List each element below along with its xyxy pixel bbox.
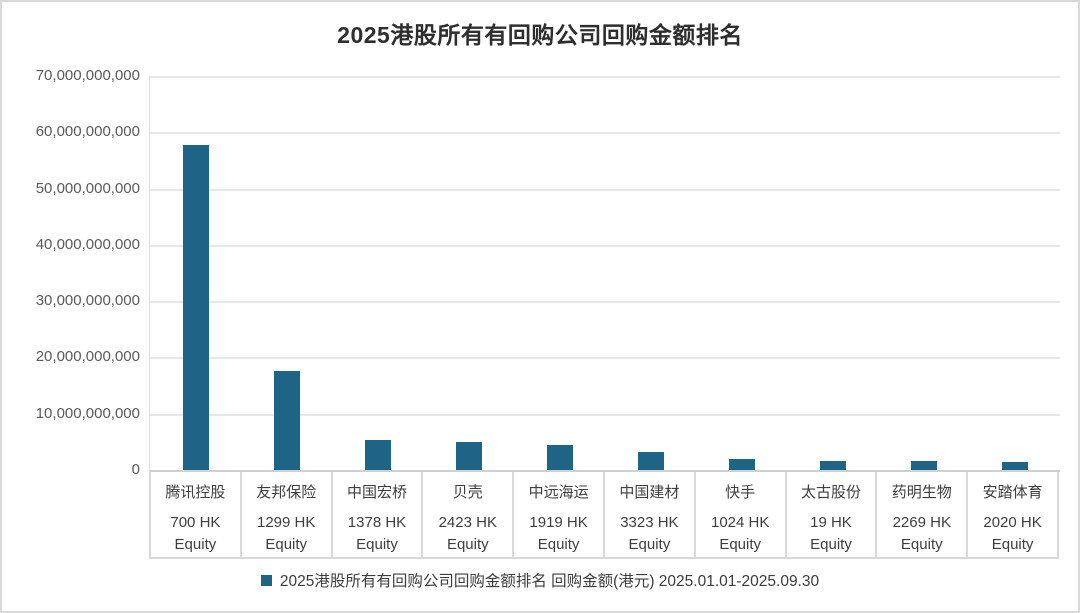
category-ticker-suffix: Equity <box>265 536 308 553</box>
category-name: 中远海运 <box>528 484 589 501</box>
category-ticker-suffix: Equity <box>900 536 943 553</box>
gridline <box>150 301 1060 304</box>
bar-6 <box>728 459 755 470</box>
y-tick-label: 0 <box>131 461 140 478</box>
legend-swatch-icon <box>260 574 272 586</box>
gridline <box>150 244 1060 247</box>
category-ticker-code: 1919 HK <box>529 514 588 531</box>
category-ticker-suffix: Equity <box>356 536 398 553</box>
category-name: 快手 <box>725 484 756 501</box>
category-ticker-code: 1299 HK <box>257 514 316 531</box>
gridline <box>150 413 1060 416</box>
chart-title: 2025港股所有有回购公司回购金额排名 <box>337 22 743 48</box>
category-name: 安踏体育 <box>982 484 1043 501</box>
y-tick-label: 50,000,000,000 <box>35 179 140 197</box>
category-cell-9: 安踏体育 2020 HK Equity <box>966 472 1057 557</box>
legend: 2025港股所有有回购公司回购金额排名 回购金额(港元) 2025.01.01-… <box>2 569 1078 591</box>
category-name: 药明生物 <box>891 484 952 501</box>
category-cell-2: 中国宏桥 1378 HK Equity <box>330 472 422 557</box>
x-axis-labels: 腾讯控股 700 HK Equity 友邦保险 1299 HK Equity 中国宏桥 137… <box>149 472 1059 559</box>
gridline <box>150 188 1060 191</box>
bar-9 <box>1001 461 1028 470</box>
category-ticker-code: 1024 HK <box>710 514 770 531</box>
y-tick-label: 70,000,000,000 <box>35 67 140 84</box>
category-cell-5: 中国建材 3323 HK Equity <box>602 472 694 557</box>
bar-3 <box>455 441 482 470</box>
gridline <box>150 76 1060 78</box>
y-tick-label: 30,000,000,000 <box>35 292 140 310</box>
category-cell-6: 快手 1024 HK Equity <box>693 472 785 557</box>
category-cell-3: 贝壳 2423 HK Equity <box>421 472 512 557</box>
category-ticker-suffix: Equity <box>174 536 217 553</box>
category-ticker-suffix: Equity <box>810 536 852 553</box>
category-name: 友邦保险 <box>256 484 317 501</box>
category-ticker-suffix: Equity <box>991 536 1034 553</box>
y-tick-label: 10,000,000,000 <box>35 404 140 422</box>
category-ticker-code: 3323 HK <box>620 514 679 531</box>
y-tick-label: 40,000,000,000 <box>35 235 140 253</box>
category-cell-0: 腾讯控股 700 HK Equity <box>149 472 240 557</box>
bar-2 <box>364 440 391 470</box>
category-cell-1: 友邦保险 1299 HK Equity <box>239 472 331 557</box>
category-ticker-suffix: Equity <box>719 536 762 553</box>
category-name: 腾讯控股 <box>165 484 226 501</box>
category-name: 太古股份 <box>800 484 861 501</box>
y-tick-label: 60,000,000,000 <box>35 123 140 141</box>
category-ticker-suffix: Equity <box>628 536 671 553</box>
gridline <box>150 357 1060 360</box>
bar-5 <box>637 452 664 470</box>
category-ticker-suffix: Equity <box>537 536 580 553</box>
category-name: 中国建材 <box>619 484 680 501</box>
category-ticker-code: 19 HK <box>810 514 852 531</box>
category-cell-4: 中远海运 1919 HK Equity <box>512 472 603 557</box>
bar-0 <box>182 145 209 470</box>
plot-area <box>149 76 1060 472</box>
bar-7 <box>819 460 846 470</box>
category-cell-7: 太古股份 19 HK Equity <box>784 472 876 557</box>
bar-4 <box>546 445 573 470</box>
legend-label: 2025港股所有有回购公司回购金额排名 回购金额(港元) 2025.01.01-… <box>279 573 820 590</box>
category-cell-8: 药明生物 2269 HK Equity <box>875 472 966 557</box>
bar-8 <box>910 461 937 470</box>
category-ticker-code: 2020 HK <box>983 514 1042 531</box>
category-ticker-code: 2269 HK <box>892 514 951 531</box>
gridline <box>150 132 1060 135</box>
y-tick-label: 20,000,000,000 <box>35 348 140 366</box>
category-ticker-code: 2423 HK <box>438 514 497 531</box>
category-name: 贝壳 <box>452 484 483 501</box>
category-name: 中国宏桥 <box>346 484 407 501</box>
category-ticker-suffix: Equity <box>446 536 489 553</box>
bar-1 <box>273 370 300 470</box>
category-ticker-code: 700 HK <box>170 514 221 531</box>
category-ticker-code: 1378 HK <box>347 514 407 531</box>
